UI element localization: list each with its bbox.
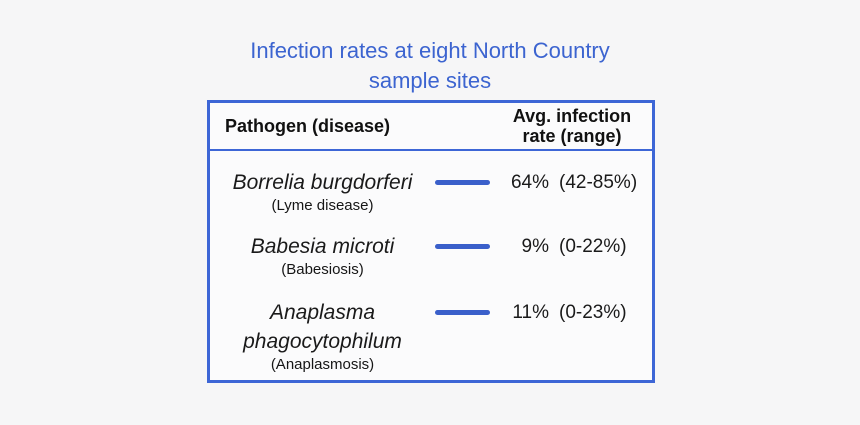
connector-cell [435, 298, 491, 315]
table-row: Anaplasma phagocytophilum (Anaplasmosis)… [210, 298, 652, 373]
avg-rate-value: 11% [512, 302, 549, 323]
disease-name: (Babesiosis) [281, 261, 364, 278]
avg-rate-value: 64% [510, 172, 549, 193]
pathogen-cell: Borrelia burgdorferi (Lyme disease) [210, 168, 435, 214]
rate-cell: 9% (0-22%) [491, 232, 652, 261]
figure-title-line1: Infection rates at eight North Country [250, 38, 610, 63]
rate-range-value: (0-22%) [559, 236, 627, 257]
figure-title: Infection rates at eight North Country s… [0, 36, 860, 96]
rate-cell: 64% (42-85%) [491, 168, 652, 197]
header-rate-column-line2: rate (range) [522, 126, 622, 146]
rate-connector-line-icon [435, 244, 490, 249]
connector-cell [435, 232, 491, 249]
rate-range-value: (42-85%) [559, 172, 638, 193]
disease-name: (Lyme disease) [271, 197, 374, 214]
table-row: Babesia microti (Babesiosis) 9% (0-22%) [210, 232, 652, 278]
header-rate-column-line1: Avg. infection [512, 106, 632, 126]
pathogen-name-line2: phagocytophilum [243, 330, 402, 353]
header-pathogen-column: Pathogen (disease) [225, 115, 391, 136]
header-rate-column: Avg. infection rate (range) [492, 106, 652, 146]
disease-name: (Anaplasmosis) [270, 356, 375, 373]
pathogen-name: Babesia microti [250, 235, 395, 258]
rate-connector-line-icon [435, 310, 490, 315]
pathogen-name: Anaplasma [269, 301, 376, 324]
pathogen-name: Borrelia burgdorferi [232, 171, 413, 194]
pathogen-cell: Anaplasma phagocytophilum (Anaplasmosis) [210, 298, 435, 373]
table-header-row: Pathogen (disease) Avg. infection rate (… [210, 103, 652, 151]
table-row: Borrelia burgdorferi (Lyme disease) 64% … [210, 168, 652, 214]
rate-range-value: (0-23%) [559, 302, 627, 323]
figure-title-line2: sample sites [368, 68, 492, 93]
rate-connector-line-icon [435, 180, 490, 185]
connector-cell [435, 168, 491, 185]
avg-rate-value: 9% [521, 236, 549, 257]
rate-cell: 11% (0-23%) [491, 298, 652, 327]
pathogen-cell: Babesia microti (Babesiosis) [210, 232, 435, 278]
infection-rate-table: Pathogen (disease) Avg. infection rate (… [207, 100, 655, 383]
